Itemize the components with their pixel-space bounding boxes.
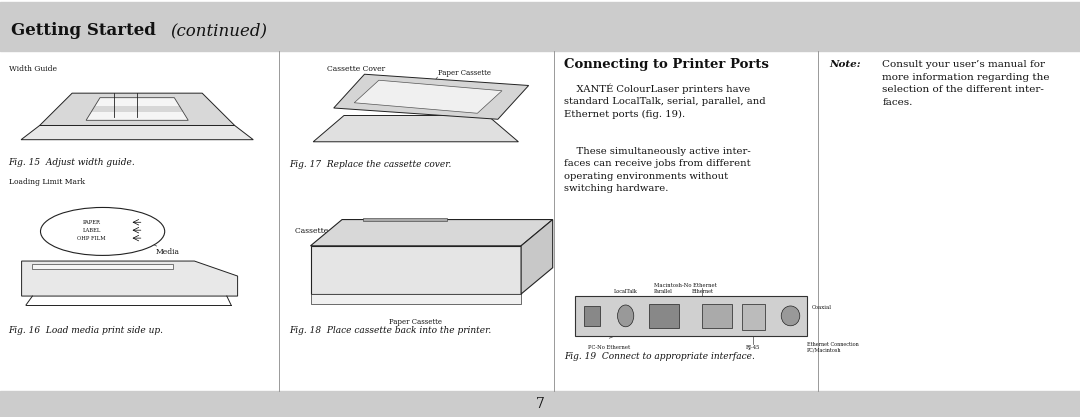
Text: Cassette Cover: Cassette Cover (327, 65, 386, 73)
Bar (575, 296, 807, 336)
Text: Paper Cassette: Paper Cassette (389, 318, 443, 326)
Text: Media: Media (156, 248, 179, 256)
Text: Paper Cassette: Paper Cassette (437, 69, 491, 77)
Text: XANTÉ ColourLaser printers have
standard LocalTalk, serial, parallel, and
Ethern: XANTÉ ColourLaser printers have standard… (564, 83, 766, 119)
Polygon shape (313, 116, 518, 142)
Text: Fig. 15  Adjust width guide.: Fig. 15 Adjust width guide. (9, 158, 135, 168)
Text: Getting Started: Getting Started (11, 22, 161, 39)
Bar (363, 218, 447, 221)
Polygon shape (311, 246, 522, 294)
Polygon shape (40, 93, 234, 126)
Text: These simultaneously active inter-
faces can receive jobs from different
operati: These simultaneously active inter- faces… (564, 147, 751, 193)
Text: Fig. 16  Load media print side up.: Fig. 16 Load media print side up. (9, 326, 164, 335)
Polygon shape (22, 126, 253, 140)
Text: LocalTalk: LocalTalk (613, 289, 637, 294)
Text: OHP FILM: OHP FILM (78, 236, 106, 241)
Text: Note:: Note: (829, 60, 861, 70)
Text: (continued): (continued) (171, 22, 268, 39)
Text: Macintosh-No Ethernet: Macintosh-No Ethernet (653, 283, 717, 288)
Text: RJ-45: RJ-45 (746, 345, 760, 350)
Bar (702, 304, 732, 328)
Polygon shape (334, 74, 529, 119)
Polygon shape (522, 219, 553, 294)
Text: Consult your user’s manual for
more information regarding the
selection of the d: Consult your user’s manual for more info… (882, 60, 1050, 107)
Ellipse shape (618, 305, 634, 327)
Bar (649, 304, 679, 328)
Bar (0, 2, 1080, 51)
Bar (742, 304, 765, 330)
Text: LABEL: LABEL (82, 228, 102, 233)
Text: Ethernet Connection
PC/Macintosh: Ethernet Connection PC/Macintosh (807, 342, 859, 353)
Polygon shape (354, 80, 502, 113)
Bar (0, 391, 1080, 417)
Polygon shape (311, 294, 522, 304)
Text: PC-No Ethernet: PC-No Ethernet (589, 345, 631, 350)
Text: Parallel: Parallel (653, 289, 672, 294)
Bar (584, 306, 600, 326)
Text: Ethernet: Ethernet (691, 289, 713, 294)
Text: Coaxial: Coaxial (811, 305, 832, 310)
Text: Fig. 18  Place cassette back into the printer.: Fig. 18 Place cassette back into the pri… (289, 326, 491, 335)
Text: Connecting to Printer Ports: Connecting to Printer Ports (564, 58, 769, 70)
Text: Cassette Cover: Cassette Cover (295, 227, 353, 235)
Polygon shape (22, 261, 238, 296)
Text: 7: 7 (536, 397, 544, 411)
Text: Loading Limit Mark: Loading Limit Mark (9, 178, 84, 186)
Text: PAPER: PAPER (83, 220, 100, 225)
Polygon shape (311, 219, 553, 246)
Text: Fig. 17  Replace the cassette cover.: Fig. 17 Replace the cassette cover. (289, 160, 451, 169)
Ellipse shape (781, 306, 800, 326)
Polygon shape (86, 98, 188, 121)
Text: Fig. 19  Connect to appropriate interface.: Fig. 19 Connect to appropriate interface… (564, 352, 755, 361)
Ellipse shape (40, 208, 164, 255)
Polygon shape (32, 264, 173, 269)
Text: Width Guide: Width Guide (9, 65, 56, 73)
